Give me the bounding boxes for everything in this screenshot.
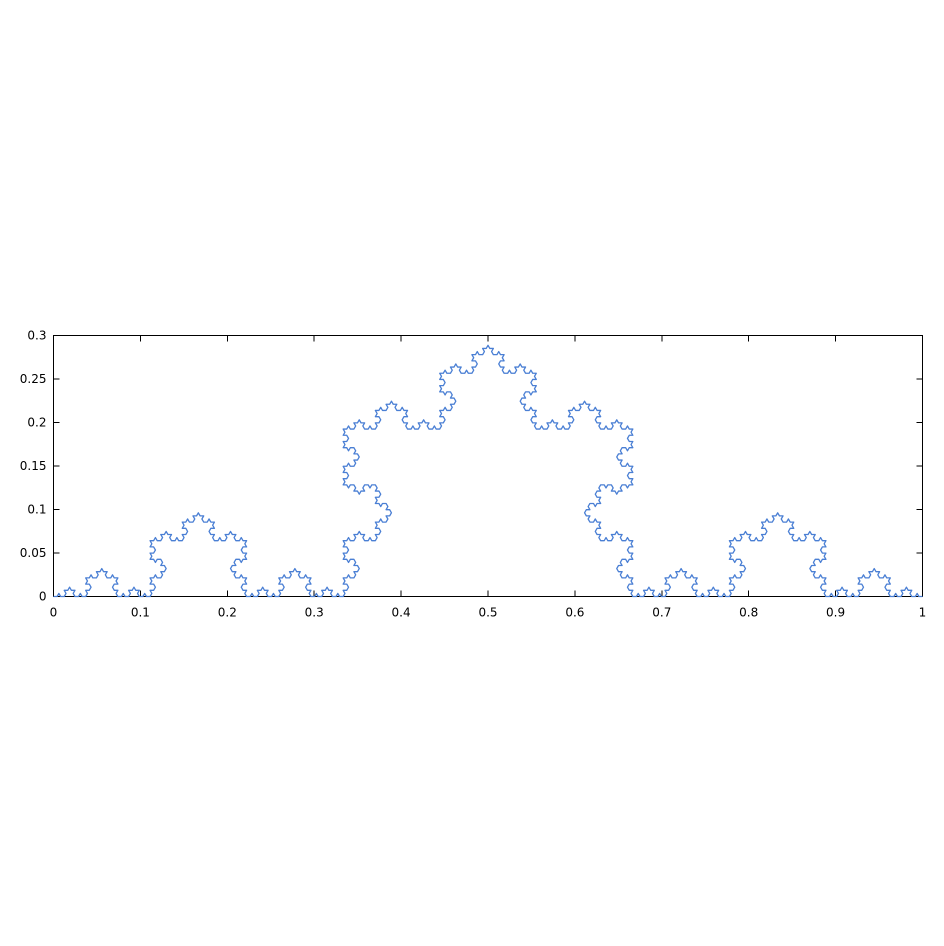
- x-tick-label: 0.5: [478, 606, 497, 620]
- x-tick-label: 1: [919, 606, 927, 620]
- x-tick-label: 0.8: [739, 606, 758, 620]
- x-tick-label: 0.9: [826, 606, 845, 620]
- y-tick-label: 0.2: [27, 416, 46, 430]
- y-tick-label: 0.1: [27, 503, 46, 517]
- x-tick-label: 0: [50, 606, 58, 620]
- x-tick-label: 0.2: [218, 606, 237, 620]
- x-tick-label: 0.7: [652, 606, 671, 620]
- y-tick-label: 0.05: [20, 546, 47, 560]
- x-tick-label: 0.4: [392, 606, 411, 620]
- x-tick-label: 0.1: [131, 606, 150, 620]
- y-tick-label: 0.25: [20, 372, 47, 386]
- y-tick-label: 0: [39, 590, 47, 604]
- x-tick-label: 0.3: [305, 606, 324, 620]
- y-tick-label: 0.3: [27, 329, 46, 343]
- x-tick-label: 0.6: [565, 606, 584, 620]
- plot-frame: [53, 335, 923, 597]
- y-tick-label: 0.15: [20, 459, 47, 473]
- koch-curve-series: [53, 344, 923, 598]
- series-layer: [53, 344, 923, 598]
- x-axis: 0 0.1 0.2 0.3 0.4 0.5 0.6 0.7 0.8 0.9 1: [50, 335, 927, 620]
- y-axis: 0 0.05 0.1 0.15 0.2 0.25 0.3: [20, 329, 923, 604]
